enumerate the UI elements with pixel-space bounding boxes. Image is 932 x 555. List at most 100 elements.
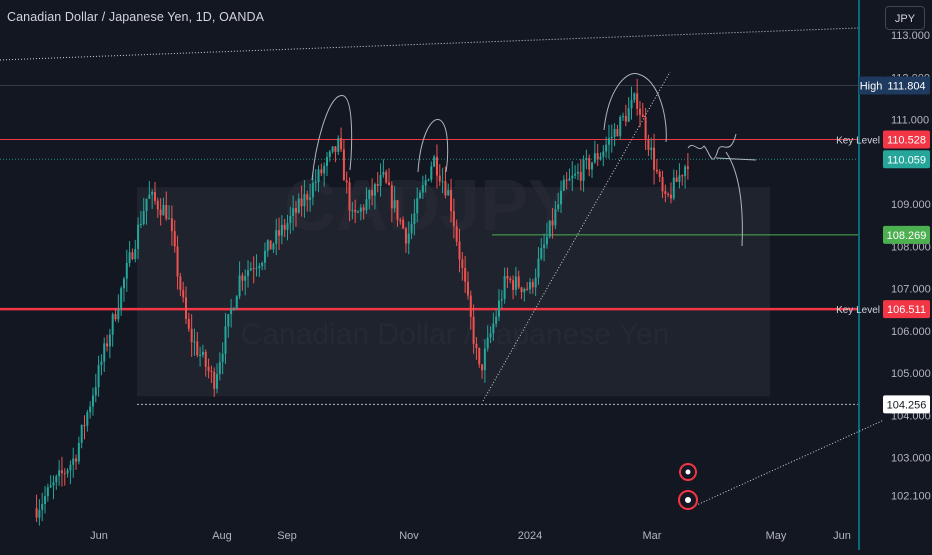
candle-body [342, 149, 345, 181]
upper-trend-line [0, 27, 859, 61]
candle-body [469, 295, 472, 317]
candle-body [520, 287, 523, 293]
candle-body [430, 166, 433, 180]
candle-body [678, 175, 681, 182]
candle-body [244, 276, 247, 281]
candle-body [345, 180, 348, 183]
candle-body [328, 151, 331, 158]
candle-body [385, 171, 388, 183]
candle-body [320, 169, 323, 174]
candle-body [168, 218, 171, 220]
candle-body [576, 171, 579, 174]
candle-body [230, 309, 233, 315]
candle-body [201, 351, 204, 355]
candle-body [125, 262, 128, 279]
candle-body [514, 276, 517, 290]
price-badge-tag: Key Level [836, 305, 880, 316]
candle-body [292, 208, 295, 217]
projection-curve [725, 151, 743, 247]
candle-body [373, 184, 376, 196]
candle-body [213, 371, 216, 389]
candle-body [297, 198, 300, 213]
candle-body [492, 323, 495, 334]
x-tick-label: Aug [212, 530, 232, 542]
candle-body [461, 259, 464, 268]
candle-body [588, 158, 591, 170]
candle-body [142, 211, 145, 224]
candle-body [261, 262, 264, 267]
candle-body [148, 194, 151, 199]
candle-body [193, 341, 196, 343]
candle-body [658, 171, 661, 177]
price-badge-box [883, 300, 930, 319]
x-tick-label: 2024 [518, 530, 542, 542]
candle-body [388, 182, 391, 185]
candle-body [664, 191, 667, 195]
candle-body [55, 476, 58, 483]
candle-body [483, 348, 486, 371]
x-tick-label: Jun [90, 530, 108, 542]
candle-body [83, 425, 86, 427]
candle-body [517, 276, 520, 288]
candle-body [548, 220, 551, 237]
candle-body [159, 209, 162, 216]
candle-body [247, 270, 250, 277]
candle-body [371, 190, 374, 196]
candle-body [91, 395, 94, 407]
candle-body [303, 194, 306, 207]
candle-body [472, 316, 475, 344]
candle-body [283, 224, 286, 230]
candle-body [368, 190, 371, 200]
candle-body [190, 328, 193, 343]
candle-body [173, 231, 176, 247]
candle-body [413, 213, 416, 225]
candle-body [196, 341, 199, 356]
candle-body [108, 334, 111, 347]
candle-body [613, 129, 616, 137]
candle-body [447, 189, 450, 196]
candle-body [568, 178, 571, 181]
candle-body [294, 208, 297, 213]
candle-body [46, 487, 49, 497]
candle-body [216, 374, 219, 389]
candle-body [275, 230, 278, 244]
candle-body [317, 169, 320, 183]
candle-body [523, 288, 526, 293]
candle-body [531, 282, 534, 288]
candle-body [585, 158, 588, 161]
candle-body [669, 194, 672, 199]
candle-body [187, 318, 190, 329]
y-tick-label: 108.000 [891, 241, 931, 253]
candle-body [438, 175, 441, 182]
y-tick-label: 103.000 [891, 453, 931, 465]
candle-body [272, 243, 275, 250]
candle-body [86, 412, 89, 426]
candle-body [599, 156, 602, 160]
candle-body [638, 108, 641, 115]
candle-body [537, 258, 540, 278]
candle-body [503, 276, 506, 300]
candle-body [80, 425, 83, 443]
candle-body [52, 482, 55, 486]
candle-body [551, 220, 554, 226]
price-badge-tag: High [860, 81, 883, 93]
currency-button[interactable]: JPY [885, 6, 925, 30]
candle-body [278, 230, 281, 236]
candle-body [58, 470, 61, 477]
price-badge-value: 111.804 [887, 81, 925, 93]
price-badge-value: 106.511 [887, 304, 926, 316]
candle-body [255, 267, 258, 269]
candle-body [41, 503, 44, 510]
x-tick-label: May [766, 530, 787, 542]
candle-body [686, 166, 689, 169]
candle-body [60, 470, 63, 474]
candle-body [289, 216, 292, 224]
candle-body [97, 365, 100, 388]
candle-body [49, 485, 52, 488]
candle-body [224, 326, 227, 354]
candle-body [218, 362, 221, 375]
candle-body [266, 240, 269, 251]
candle-body [89, 406, 92, 413]
